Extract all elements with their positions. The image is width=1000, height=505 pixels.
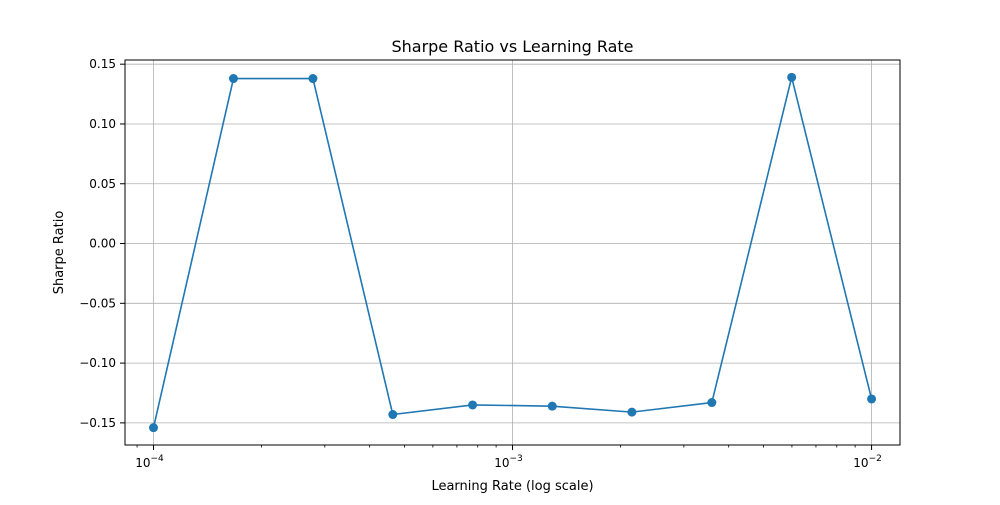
y-tick-label: 0.10 xyxy=(89,117,116,131)
series-line xyxy=(152,76,873,428)
data-point xyxy=(228,74,238,84)
x-tick-label: 10−3 xyxy=(494,454,523,470)
ticks: 10−4 10−3 10−2 0.15 0.10 0.05 0.00 −0.05 −0.10 −0… xyxy=(79,57,882,470)
x-tick-label: 10−2 xyxy=(853,454,882,470)
grid xyxy=(125,60,900,445)
data-point xyxy=(148,423,158,433)
y-tick-label: −0.15 xyxy=(79,416,116,430)
y-tick-label: −0.05 xyxy=(79,296,116,310)
data-point xyxy=(388,410,398,420)
y-axis-label: Sharpe Ratio xyxy=(52,211,67,295)
x-tick-label: 10−4 xyxy=(135,454,164,470)
y-tick-label: 0.00 xyxy=(89,237,116,251)
data-point xyxy=(468,400,478,410)
series-layer xyxy=(148,72,877,433)
data-point xyxy=(547,401,557,411)
data-point xyxy=(787,72,797,82)
x-axis-label: Learning Rate (log scale) xyxy=(431,479,593,494)
data-point xyxy=(867,394,877,404)
data-point xyxy=(707,398,717,408)
y-tick-label: 0.05 xyxy=(89,177,116,191)
y-tick-label: 0.15 xyxy=(89,57,116,71)
data-point xyxy=(627,407,637,417)
y-tick-label: −0.10 xyxy=(79,356,116,370)
data-point xyxy=(308,74,318,84)
chart-title: Sharpe Ratio vs Learning Rate xyxy=(391,37,633,56)
